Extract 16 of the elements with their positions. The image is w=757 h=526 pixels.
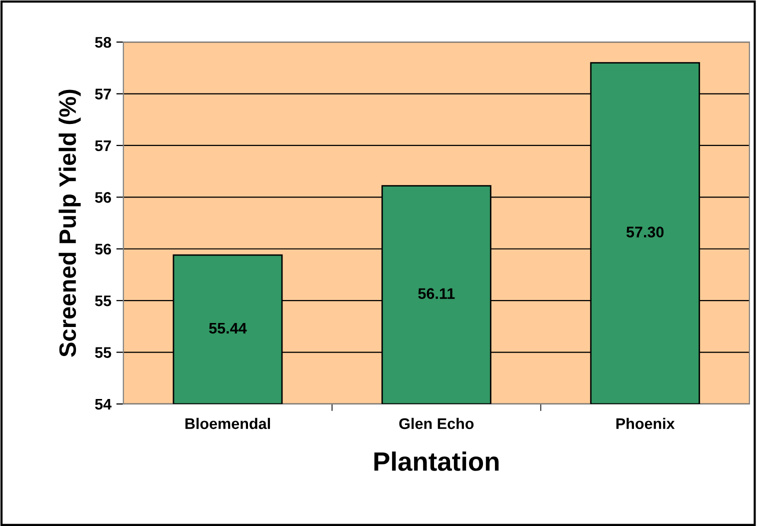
y-tick-label: 55 (95, 347, 112, 358)
y-tick-label: 58 (95, 36, 112, 48)
x-tick-label: Glen Echo (399, 418, 474, 430)
y-tick-label: 56 (95, 244, 112, 255)
y-tick-label: 55 (95, 296, 112, 306)
y-axis-title: Screened Pulp Yield (%) (58, 90, 81, 357)
x-tick-label: Bloemendal (185, 418, 270, 430)
x-axis-title: Plantation (374, 452, 499, 471)
y-tick-label: 57 (95, 140, 111, 152)
y-tick-label: 56 (95, 192, 112, 203)
y-tick-label: 57 (95, 88, 111, 100)
data-label: 57.30 (626, 226, 664, 238)
data-label: 55.44 (209, 322, 247, 334)
y-tick-label: 54 (95, 398, 112, 410)
x-tick-label: Phoenix (616, 418, 675, 430)
data-label: 56.11 (418, 288, 455, 299)
